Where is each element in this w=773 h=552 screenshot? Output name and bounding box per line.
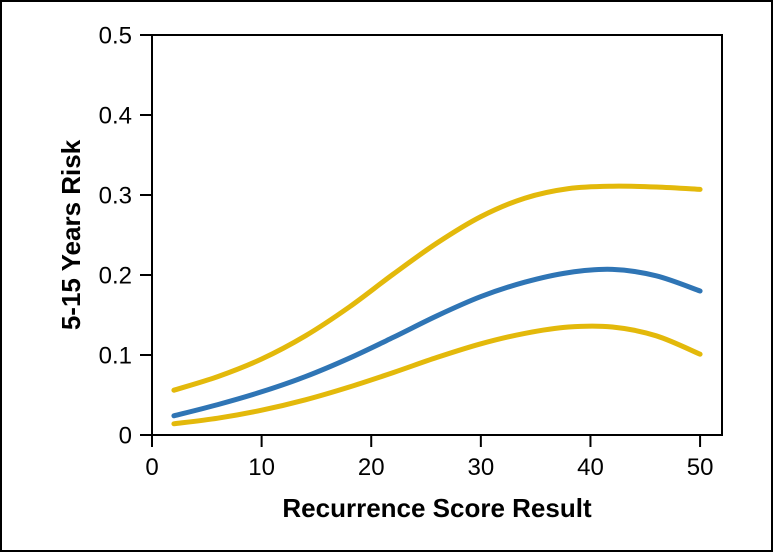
x-axis-label: Recurrence Score Result xyxy=(282,493,592,523)
y-tick-label: 0.1 xyxy=(99,342,132,369)
x-tick-label: 10 xyxy=(248,454,275,481)
y-tick-label: 0.2 xyxy=(99,262,132,289)
chart-svg: 0 10 20 30 40 50 0 0.1 0.2 0.3 0.4 0.5 Recurrence Sc… xyxy=(0,0,773,552)
x-tick-label: 50 xyxy=(687,454,714,481)
x-tick-label: 20 xyxy=(358,454,385,481)
y-tick-label: 0.3 xyxy=(99,182,132,209)
x-tick-label: 40 xyxy=(577,454,604,481)
y-tick-label: 0.4 xyxy=(99,102,132,129)
x-tick-label: 30 xyxy=(467,454,494,481)
x-tick-label: 0 xyxy=(145,454,158,481)
y-tick-label: 0.5 xyxy=(99,22,132,49)
y-tick-label: 0 xyxy=(119,422,132,449)
risk-chart: 0 10 20 30 40 50 0 0.1 0.2 0.3 0.4 0.5 Recurrence Sc… xyxy=(0,0,773,552)
plot-area xyxy=(152,35,722,435)
y-axis-label: 5-15 Years Risk xyxy=(56,139,86,330)
